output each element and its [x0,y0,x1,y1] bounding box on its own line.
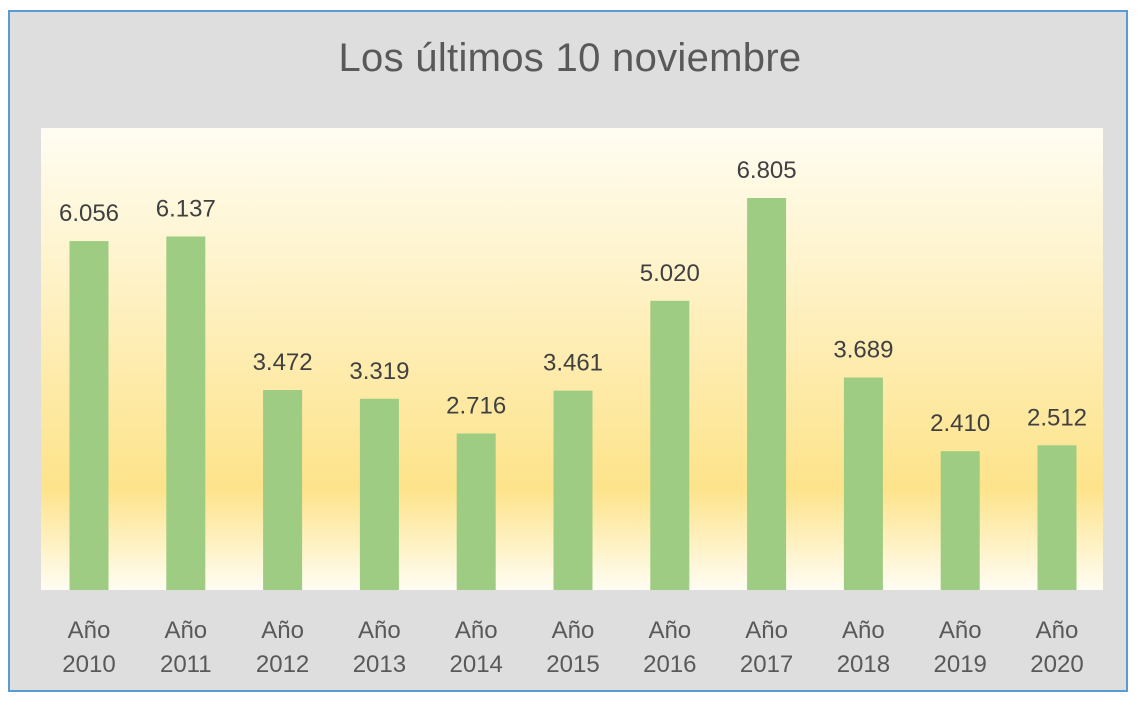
bar-2012 [263,390,303,590]
bar-2019 [940,451,980,590]
x-tick-label-2014-line1: Año [455,617,498,644]
data-label-2013: 3.319 [349,358,409,385]
x-tick-label-2015-line2: 2015 [546,651,599,678]
x-tick-label-2017-line1: Año [745,617,788,644]
bar-2017 [747,198,787,590]
bar-2020 [1037,445,1077,590]
bar-2014 [456,433,496,590]
x-tick-label-2020-line2: 2020 [1030,651,1083,678]
x-tick-label-2016-line2: 2016 [643,651,696,678]
x-tick-label-2012-line2: 2012 [256,651,309,678]
chart-title: Los últimos 10 noviembre [338,36,802,80]
x-tick-label-2017-line2: 2017 [740,651,793,678]
x-tick-label-2019-line2: 2019 [934,651,987,678]
bar-2010 [69,241,109,590]
data-label-2014: 2.716 [446,393,506,420]
data-label-2018: 3.689 [833,337,893,364]
data-label-2016: 5.020 [640,260,700,287]
x-tick-label-2015-line1: Año [552,617,595,644]
x-tick-label-2011-line1: Año [164,617,207,644]
x-tick-label-2016-line1: Año [648,617,691,644]
x-tick-label-2014-line2: 2014 [450,651,503,678]
x-tick-label-2018-line2: 2018 [837,651,890,678]
data-label-2011: 6.137 [156,196,216,223]
x-tick-labels-group: Año 2010 Año 2011 Año 2012 Año 2013 Año 2014 Año 20… [62,617,1083,678]
x-tick-label-2019-line1: Año [939,617,982,644]
x-tick-label-2013-line1: Año [358,617,401,644]
bar-2016 [650,300,690,590]
bar-2018 [843,377,883,590]
data-label-2017: 6.805 [737,157,797,184]
value-labels-group: 6.056 6.137 3.472 3.319 2.716 3.461 5.020 6.805… [59,157,1087,437]
bar-2013 [359,398,399,590]
x-tick-label-2010-line2: 2010 [62,651,115,678]
bar-2011 [166,236,206,590]
x-tick-label-2020-line1: Año [1036,617,1079,644]
x-tick-label-2018-line1: Año [842,617,885,644]
x-tick-label-2011-line2: 2011 [160,651,212,678]
x-tick-label-2013-line2: 2013 [353,651,406,678]
data-label-2012: 3.472 [253,349,313,376]
bar-2015 [553,390,593,590]
bars-group [69,198,1077,590]
x-tick-label-2012-line1: Año [261,617,304,644]
data-label-2010: 6.056 [59,200,119,227]
x-tick-label-2010-line1: Año [68,617,111,644]
data-label-2020: 2.512 [1027,404,1087,431]
data-label-2019: 2.410 [930,410,990,437]
data-label-2015: 3.461 [543,350,603,377]
